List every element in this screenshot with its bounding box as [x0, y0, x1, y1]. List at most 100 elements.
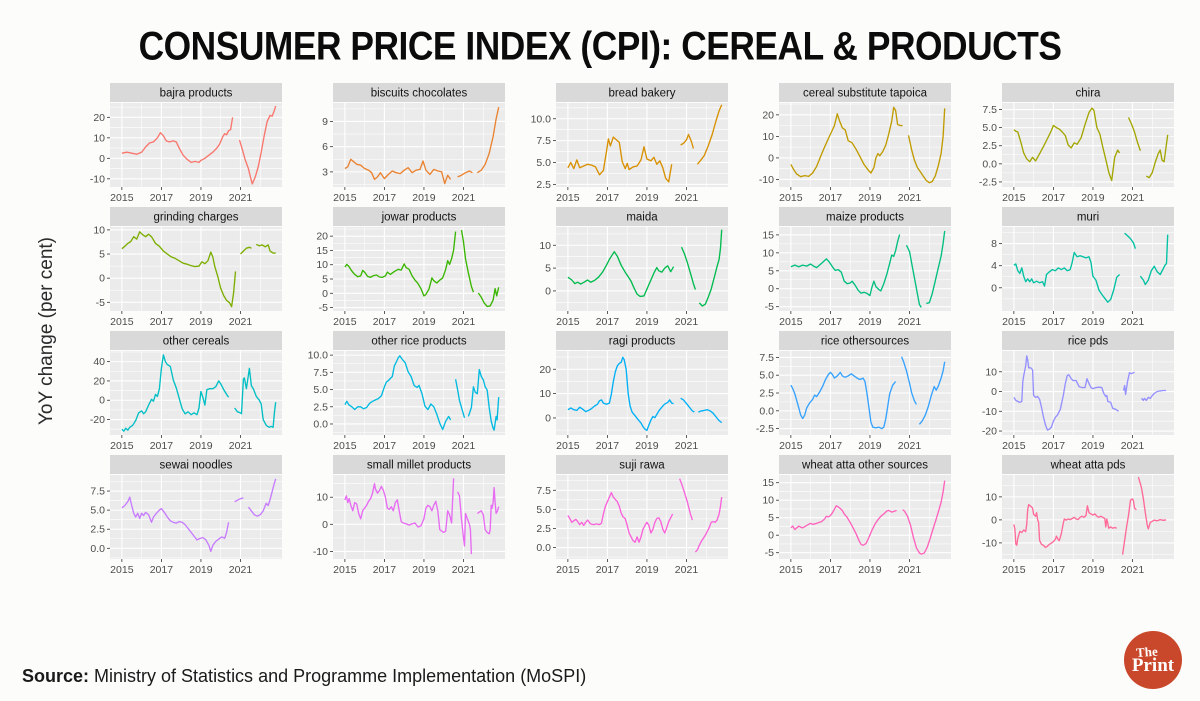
y-tick-label: -5	[765, 301, 774, 313]
y-tick-label: -5	[96, 297, 105, 309]
y-tick-label: 0	[322, 519, 328, 531]
x-tick-label: 2017	[819, 564, 843, 576]
y-tick-label: 7.5	[90, 486, 105, 498]
facet-chart-biscuits-chocolates: biscuits chocolates 3 6 9 2015 2017 2019 2021	[322, 83, 505, 204]
y-tick-label: 2.5	[982, 140, 997, 152]
x-tick-label: 2015	[333, 440, 357, 452]
y-tick-label: -20	[982, 426, 997, 438]
y-tick-label: 10.0	[308, 350, 329, 362]
y-tick-label: 10	[316, 492, 328, 504]
y-tick-label: 0	[768, 283, 774, 295]
facet-panel-grinding-charges: grinding charges -5 0 5 10 2015 2017 2019 2021	[72, 207, 287, 331]
x-tick-label: 2019	[858, 192, 882, 204]
x-tick-label: 2017	[596, 440, 620, 452]
x-tick-label: 2021	[1121, 192, 1145, 204]
y-tick-label: -10	[982, 537, 997, 549]
x-tick-label: 2015	[333, 316, 357, 328]
x-tick-label: 2021	[1121, 564, 1145, 576]
x-tick-label: 2019	[189, 564, 213, 576]
x-tick-label: 2021	[229, 192, 253, 204]
facet-chart-maize-products: maize products -5 0 5 10 15 2015 2017 2019 2021	[762, 207, 951, 328]
y-tick-label: 2.5	[313, 401, 328, 413]
chart-area: YoY change (per cent) bajra products -10 0…	[0, 83, 1200, 579]
y-tick-label: 40	[93, 356, 105, 368]
facet-chart-bajra-products: bajra products -10 0 10 20 2015 2017 2019 2021	[90, 83, 282, 204]
y-tick-label: 5.0	[90, 505, 105, 517]
logo-line1: The	[1135, 643, 1159, 660]
x-tick-label: 2017	[373, 440, 397, 452]
x-tick-label: 2015	[556, 564, 580, 576]
x-tick-label: 2019	[1081, 316, 1105, 328]
x-tick-label: 2019	[412, 192, 436, 204]
x-tick-label: 2019	[412, 564, 436, 576]
x-tick-label: 2015	[1002, 192, 1026, 204]
x-tick-label: 2015	[333, 564, 357, 576]
facet-chart-chira: chira -2.5 0.0 2.5 5.0 7.5 2015 2017 2019 2021	[979, 83, 1174, 204]
x-tick-label: 2015	[556, 316, 580, 328]
facet-panel-jowar-products: jowar products -5 0 5 10 15 20 2015 2017 2019 2021	[295, 207, 510, 331]
data-line-bread-bakery	[567, 104, 723, 183]
facet-chart-other-rice-products: other rice products 0.0 2.5 5.0 7.5 10.0 2015 2…	[308, 331, 505, 452]
y-tick-label: 0.0	[982, 158, 997, 170]
x-tick-label: 2015	[110, 192, 134, 204]
data-line-sewai-noodles	[121, 478, 277, 553]
y-tick-label: 10	[985, 491, 997, 503]
y-tick-label: 20	[539, 364, 551, 376]
x-tick-label: 2021	[452, 440, 476, 452]
x-tick-label: 2017	[596, 192, 620, 204]
facet-title: rice othersources	[821, 336, 909, 348]
x-tick-label: 2015	[556, 440, 580, 452]
y-tick-label: 15	[762, 229, 774, 241]
facet-chart-wheat-atta-pds: wheat atta pds -10 0 10 2015 2017 2019 2021	[982, 455, 1174, 576]
x-tick-label: 2017	[819, 440, 843, 452]
facet-title: suji rawa	[619, 460, 665, 472]
y-tick-label: 10	[316, 259, 328, 271]
x-tick-label: 2015	[1002, 316, 1026, 328]
y-tick-label: 15	[316, 245, 328, 257]
x-tick-label: 2021	[452, 192, 476, 204]
data-line-maize-products	[790, 230, 946, 308]
facet-title: other cereals	[163, 336, 230, 348]
x-tick-label: 2019	[189, 192, 213, 204]
x-tick-label: 2021	[229, 564, 253, 576]
y-tick-label: 5.0	[759, 370, 774, 382]
y-tick-label: 0	[991, 386, 997, 398]
data-line-suji-rawa	[567, 478, 723, 553]
y-tick-label: 7.5	[536, 135, 551, 147]
facet-title: chira	[1076, 88, 1102, 100]
facet-title: cereal substitute tapoica	[803, 88, 928, 100]
y-tick-label: 10	[762, 495, 774, 507]
facet-title: jowar products	[381, 212, 457, 224]
source-label: Source:	[22, 666, 90, 686]
x-tick-label: 2021	[898, 316, 922, 328]
x-tick-label: 2019	[1081, 440, 1105, 452]
x-tick-label: 2017	[373, 316, 397, 328]
x-tick-label: 2021	[675, 564, 699, 576]
y-tick-label: 3	[322, 166, 328, 178]
source-text: Ministry of Statistics and Programme Imp…	[89, 666, 587, 686]
data-line-small-millet-products	[344, 478, 500, 555]
facet-chart-grinding-charges: grinding charges -5 0 5 10 2015 2017 2019 2021	[93, 207, 282, 328]
y-tick-label: 0	[768, 152, 774, 164]
facet-title: other rice products	[371, 336, 466, 348]
x-tick-label: 2019	[189, 316, 213, 328]
x-tick-label: 2015	[779, 564, 803, 576]
x-tick-label: 2017	[819, 192, 843, 204]
facet-panel-chira: chira -2.5 0.0 2.5 5.0 7.5 2015 2017 2019 2021	[964, 83, 1179, 207]
x-tick-label: 2017	[150, 316, 174, 328]
facet-panel-small-millet-products: small millet products -10 0 10 2015 2017 2019 2…	[295, 455, 510, 579]
x-tick-label: 2017	[1042, 440, 1066, 452]
x-tick-label: 2015	[1002, 564, 1026, 576]
y-tick-label: 0	[991, 282, 997, 294]
facet-title: maida	[626, 212, 658, 224]
y-tick-label: 0	[991, 514, 997, 526]
facet-panel-bread-bakery: bread bakery 2.5 5.0 7.5 10.0 2015 2017 2019 202…	[518, 83, 733, 207]
y-tick-label: 10	[93, 224, 105, 236]
facet-chart-suji-rawa: suji rawa 0.0 2.5 5.0 7.5 2015 2017 2019 2021	[536, 455, 728, 576]
x-tick-label: 2017	[1042, 192, 1066, 204]
facet-chart-cereal-substitute-tapoica: cereal substitute tapoica -10 0 10 20 2015 201…	[759, 83, 951, 204]
data-line-chira	[1013, 107, 1169, 182]
facet-title: wheat atta pds	[1050, 460, 1126, 472]
x-tick-label: 2017	[373, 192, 397, 204]
y-tick-label: 4	[991, 260, 997, 272]
